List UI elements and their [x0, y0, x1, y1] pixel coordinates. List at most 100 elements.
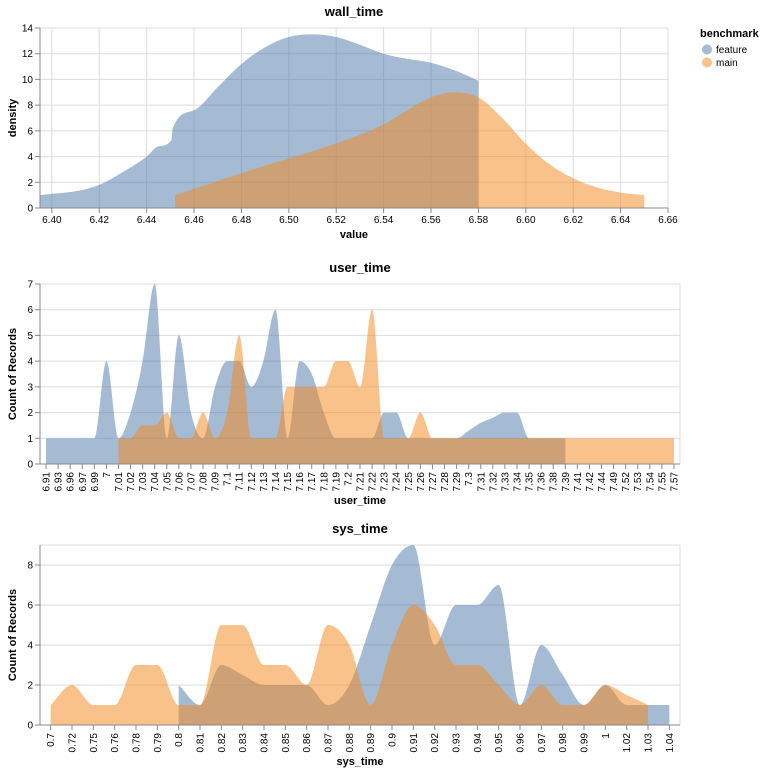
area-main: [175, 92, 645, 208]
x-tick-label: 6.64: [611, 215, 631, 226]
legend-label-main: main: [716, 58, 738, 69]
x-tick-label: 0.72: [68, 733, 79, 753]
y-tick-label: 5: [27, 331, 33, 342]
x-tick-label: 0.83: [238, 733, 249, 753]
x-tick-label: 6.52: [326, 215, 346, 226]
y-tick-label: 6: [27, 601, 33, 612]
x-tick-label: 6.42: [90, 215, 110, 226]
x-tick-label: 6.93: [54, 472, 65, 492]
y-tick-label: 0: [27, 460, 33, 471]
x-tick-label: 6.46: [184, 215, 204, 226]
y-tick-label: 2: [27, 681, 33, 692]
x-tick-label: 7.23: [380, 472, 391, 492]
x-tick-label: 6.54: [374, 215, 394, 226]
x-tick-label: 7.07: [186, 472, 197, 492]
x-tick-label: 7.18: [319, 472, 330, 492]
x-tick-label: 7.08: [199, 472, 210, 492]
x-tick-label: 7.26: [416, 472, 427, 492]
x-tick-label: 7.09: [211, 472, 222, 492]
x-tick-label: 0.79: [153, 733, 164, 753]
x-tick-label: 7.17: [307, 472, 318, 492]
area-main: [118, 309, 674, 464]
x-tick-label: 7.44: [597, 472, 608, 492]
wall-time-chart: 6.40 6.42 6.44 6.46 6.48 6.50 6.52 6.54 6.56 6.58…: [7, 4, 678, 241]
x-tick-label: 6.58: [469, 215, 489, 226]
x-tick-label: 7.32: [488, 472, 499, 492]
x-tick-label: 7.21: [356, 472, 367, 492]
chart-title: sys_time: [332, 521, 388, 536]
area-main: [50, 605, 648, 725]
x-tick-label: 0.8: [174, 733, 185, 747]
x-axis-title: value: [340, 229, 368, 241]
x-tick-label: 0.89: [366, 733, 377, 753]
y-tick-label: 4: [27, 152, 33, 163]
y-tick-label: 2: [27, 408, 33, 419]
x-tick-label: 7.53: [633, 472, 644, 492]
y-tick-label: 7: [27, 280, 33, 291]
x-tick-label: 0.7: [46, 733, 57, 747]
x-tick-label: 7.29: [452, 472, 463, 492]
x-tick-label: 6.40: [42, 215, 62, 226]
x-tick-label: 0.98: [558, 733, 569, 753]
x-tick-label: 7.1: [223, 472, 234, 486]
x-tick-label: 0.9: [388, 733, 399, 747]
legend-swatch-main: [702, 57, 712, 68]
x-tick-label: 0.84: [260, 733, 271, 753]
x-tick-label: 6.56: [421, 215, 441, 226]
y-tick-label: 14: [22, 24, 34, 35]
x-tick-label: 7.55: [657, 472, 668, 492]
y-axis-title: Count of Records: [7, 328, 19, 420]
x-tick-label: 1.04: [665, 733, 676, 753]
x-tick-label: 7.36: [537, 472, 548, 492]
x-tick-label: 0.93: [452, 733, 463, 753]
x-tick-label: 7.31: [476, 472, 487, 492]
x-tick-label: 7.49: [609, 472, 620, 492]
x-tick-label: 7.38: [549, 472, 560, 492]
x-tick-label: 7.57: [669, 472, 680, 492]
y-tick-label: 4: [27, 641, 33, 652]
x-tick-label: 7.24: [392, 472, 403, 492]
x-tick-label: 6.48: [232, 215, 252, 226]
y-tick-label: 0: [27, 721, 33, 732]
area-feature: [46, 284, 566, 464]
x-tick-label: 6.44: [137, 215, 157, 226]
legend-label-feature: feature: [716, 45, 748, 56]
x-tick-label: 7: [102, 472, 113, 478]
x-tick-label: 7.52: [621, 472, 632, 492]
x-tick-label: 7.04: [150, 472, 161, 492]
x-tick-label: 7.02: [126, 472, 137, 492]
x-tick-label: 7.06: [174, 472, 185, 492]
x-tick-label: 7.39: [561, 472, 572, 492]
x-tick-label: 0.97: [537, 733, 548, 753]
x-tick-label: 7.14: [271, 472, 282, 492]
x-tick-label: 0.96: [516, 733, 527, 753]
x-tick-label: 7.15: [283, 472, 294, 492]
legend-title: benchmark: [700, 28, 760, 40]
x-tick-label: 7.13: [259, 472, 270, 492]
x-axis-title: sys_time: [336, 756, 383, 768]
y-tick-label: 2: [27, 178, 33, 189]
y-tick-label: 8: [27, 101, 33, 112]
y-axis-title: density: [7, 98, 19, 137]
x-tick-label: 1.03: [644, 733, 655, 753]
x-tick-label: 6.91: [42, 472, 53, 492]
x-tick-label: 7.25: [404, 472, 415, 492]
x-tick-label: 0.75: [89, 733, 100, 753]
x-tick-label: 7.16: [295, 472, 306, 492]
x-tick-label: 1.02: [622, 733, 633, 753]
y-tick-label: 6: [27, 305, 33, 316]
x-tick-label: 0.81: [196, 733, 207, 753]
x-tick-label: 0.76: [110, 733, 121, 753]
x-tick-label: 0.91: [409, 733, 420, 753]
x-tick-label: 0.92: [430, 733, 441, 753]
y-tick-label: 10: [22, 75, 34, 86]
x-tick-label: 0.78: [132, 733, 143, 753]
y-tick-label: 6: [27, 126, 33, 137]
x-tick-label: 7.34: [512, 472, 523, 492]
chart-title: wall_time: [324, 4, 384, 19]
x-tick-label: 7.28: [440, 472, 451, 492]
x-tick-label: 7.19: [331, 472, 342, 492]
x-tick-label: 7.05: [162, 472, 173, 492]
x-tick-label: 7.03: [138, 472, 149, 492]
